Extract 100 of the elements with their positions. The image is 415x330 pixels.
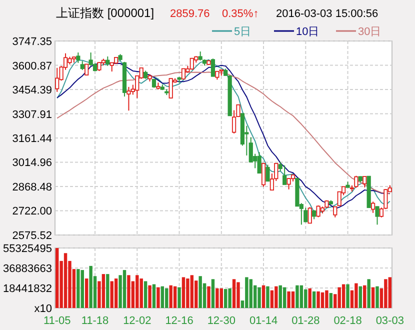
bar <box>173 286 177 308</box>
bar <box>224 289 228 308</box>
bar <box>342 284 346 308</box>
bar <box>274 286 278 308</box>
bar <box>190 275 194 308</box>
bar <box>308 288 312 308</box>
legend-label: 10日 <box>296 26 320 38</box>
bar <box>186 278 190 308</box>
candlestick <box>362 176 367 188</box>
bar <box>140 278 143 308</box>
bar <box>148 285 152 308</box>
text: 0.35%↑ <box>222 8 259 20</box>
y-tick-label: 3014.96 <box>12 157 52 170</box>
bar <box>144 281 148 308</box>
candlestick <box>375 206 380 226</box>
bar <box>304 289 308 308</box>
y-tick-label: 2722.00 <box>12 206 52 218</box>
bar <box>329 293 333 308</box>
text: 2016-03-03 15:00:56 <box>276 8 378 20</box>
bar <box>320 292 324 308</box>
bar <box>169 285 172 308</box>
x-tick-label: 03-03 <box>376 315 404 327</box>
candlestick <box>333 206 338 218</box>
candlestick <box>106 56 110 66</box>
chart-title: 上证指数 [000001] <box>56 6 154 20</box>
bar <box>262 285 266 308</box>
y-tick-label: 3600.87 <box>12 60 52 72</box>
bar <box>207 286 210 308</box>
candlestick <box>181 68 186 80</box>
bar <box>80 270 84 308</box>
bar <box>152 284 156 308</box>
x-tick-label: 01-14 <box>249 315 278 327</box>
bar <box>156 287 160 308</box>
bar <box>363 285 366 308</box>
bar <box>228 288 232 308</box>
y-tick-label: 3454.39 <box>12 84 52 96</box>
bar <box>291 291 295 308</box>
x-tick-label: 11-18 <box>81 315 109 327</box>
candlestick <box>266 164 270 182</box>
y-tick-label: 3161.44 <box>12 133 52 145</box>
y-tick-label: 3747.35 <box>12 36 52 48</box>
y-tick-label: 18441832 <box>3 283 52 295</box>
y-tick-label: 36883663 <box>3 263 52 275</box>
bar <box>127 275 130 308</box>
bar <box>216 288 219 308</box>
text: 2859.76 <box>170 8 210 20</box>
y-tick-label: 3307.91 <box>12 108 52 121</box>
bar <box>76 269 80 308</box>
bar <box>376 286 379 308</box>
bar <box>388 277 392 308</box>
bar <box>198 276 202 308</box>
bar <box>312 291 316 308</box>
bar <box>64 253 68 308</box>
x-tick-label: 12-02 <box>123 315 152 327</box>
bar <box>316 291 320 308</box>
bar <box>114 278 118 308</box>
y-tick-label: 2868.48 <box>12 182 52 194</box>
bar <box>245 277 248 308</box>
bar <box>296 285 299 308</box>
bar <box>325 290 328 308</box>
bar <box>84 278 88 308</box>
candlestick <box>261 162 266 188</box>
x-tick-label: 12-30 <box>207 315 236 327</box>
candlestick <box>168 78 173 100</box>
bar <box>232 279 236 308</box>
bar <box>178 287 181 308</box>
bar <box>346 284 350 308</box>
candlestick <box>370 201 376 214</box>
bar <box>136 275 139 308</box>
candlestick <box>126 86 131 112</box>
bar <box>358 286 362 308</box>
bar <box>182 277 186 308</box>
y-tick-label: 2575.52 <box>12 230 52 242</box>
legend-label: 30日 <box>358 26 382 38</box>
bar <box>266 286 270 308</box>
x-tick-label: 02-18 <box>334 315 362 327</box>
x-tick-label: 12-16 <box>165 315 194 327</box>
bar <box>367 279 370 308</box>
bar <box>160 286 164 308</box>
bar <box>106 274 110 308</box>
candlestick <box>312 210 316 220</box>
bar <box>56 248 59 308</box>
bar <box>282 287 286 308</box>
bar <box>220 288 223 308</box>
bar <box>300 285 304 308</box>
legend-label: 5日 <box>234 26 252 38</box>
candlestick <box>308 206 312 224</box>
y-tick-label: 55325495 <box>3 243 52 255</box>
candlestick <box>282 164 287 186</box>
bar <box>89 266 92 308</box>
candlestick <box>354 175 358 188</box>
bar <box>211 279 215 308</box>
x-tick-label: 11-05 <box>43 315 71 327</box>
candlestick <box>210 58 216 77</box>
bar <box>122 270 126 308</box>
bar <box>371 287 375 308</box>
candlestick <box>257 152 262 174</box>
candlestick <box>304 207 308 223</box>
bar <box>354 283 358 308</box>
bar <box>102 274 106 308</box>
